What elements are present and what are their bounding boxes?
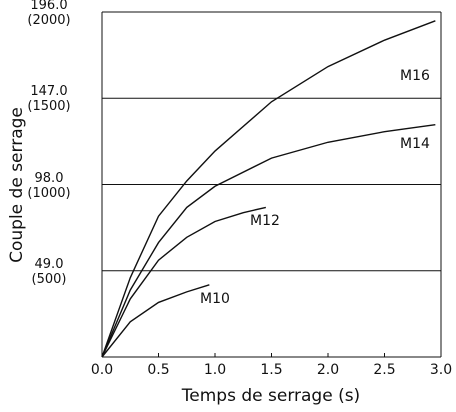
x-axis-title: Temps de serrage (s) — [181, 386, 360, 406]
line — [101, 20, 436, 358]
y-tick-label: 49.0 (500) — [31, 256, 67, 287]
x-tick-label: 2.0 — [317, 362, 339, 378]
y-tick-label: 196.0 (2000) — [27, 0, 71, 28]
series-label: M10 — [200, 291, 230, 307]
x-tick-label: 1.0 — [204, 362, 226, 378]
series-label: M14 — [400, 136, 430, 152]
series-label: M12 — [250, 213, 280, 229]
y-tick-label: 98.0 (1000) — [27, 170, 71, 201]
series-label: M16 — [400, 68, 430, 84]
line — [101, 284, 210, 358]
x-tick-label: 0.0 — [91, 362, 113, 378]
line — [101, 206, 267, 358]
x-tick-label: 1.5 — [260, 362, 282, 378]
line — [101, 123, 436, 358]
x-tick-label: 0.5 — [147, 362, 169, 378]
x-tick-label: 2.5 — [373, 362, 395, 378]
y-axis-title: Couple de serrage — [7, 107, 27, 263]
y-tick-label: 147.0 (1500) — [27, 84, 71, 115]
x-tick-label: 3.0 — [430, 362, 452, 378]
